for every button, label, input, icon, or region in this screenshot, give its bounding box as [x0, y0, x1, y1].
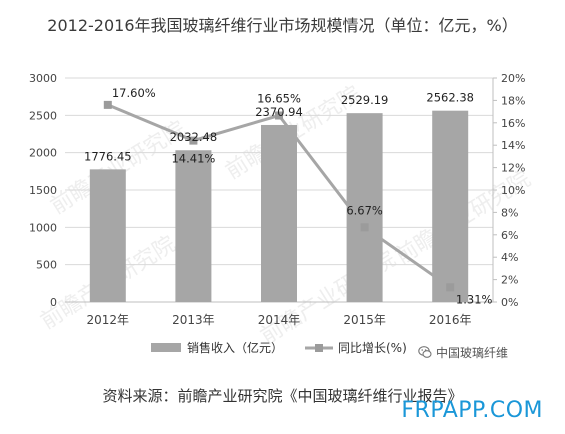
y-right-tick-label: 14%	[501, 139, 525, 152]
legend-swatch-bar	[151, 343, 181, 352]
y-left-tick-label: 2000	[29, 147, 57, 160]
bar	[89, 169, 126, 302]
chart-title: 2012-2016年我国玻璃纤维行业市场规模情况（单位：亿元，%）	[47, 16, 518, 35]
line-data-label: 6.67%	[346, 203, 383, 217]
wechat-icon	[418, 346, 432, 358]
y-right-tick-label: 16%	[501, 117, 525, 130]
line-data-label: 1.31%	[456, 292, 493, 306]
line-point	[189, 136, 198, 145]
y-right-tick-label: 6%	[501, 229, 518, 242]
bar-data-label: 2529.19	[341, 93, 389, 107]
wechat-badge: 中国玻璃纤维	[418, 344, 508, 361]
y-left-tick-label: 500	[36, 259, 57, 272]
bar-data-label: 1776.45	[84, 149, 132, 163]
line-data-label: 16.65%	[257, 92, 301, 106]
y-right-tick-label: 4%	[501, 251, 518, 264]
line-data-label: 14.41%	[171, 152, 215, 166]
bar	[261, 124, 297, 302]
site-watermark: FRPAPP.COM	[401, 398, 543, 423]
y-right-tick-label: 18%	[501, 94, 525, 107]
y-right-tick-label: 12%	[501, 162, 525, 175]
legend-label-line: 同比增长(%)	[338, 341, 407, 355]
line-data-label: 17.60%	[112, 86, 156, 100]
y-right-tick-label: 2%	[501, 274, 518, 287]
line-point	[360, 223, 369, 232]
y-right-tick-label: 0%	[501, 296, 518, 309]
badge-text: 中国玻璃纤维	[436, 346, 509, 360]
legend-swatch-marker	[315, 344, 323, 352]
legend-label-bar: 销售收入（亿元）	[187, 340, 283, 355]
x-tick-label: 2013年	[172, 313, 215, 327]
source-note: 资料来源：前瞻产业研究院《中国玻璃纤维行业报告》	[102, 387, 463, 405]
y-left-tick-label: 3000	[29, 72, 57, 85]
y-left-tick-label: 2500	[29, 109, 57, 122]
bar	[432, 110, 469, 302]
x-tick-label: 2015年	[343, 313, 386, 327]
line-point	[275, 111, 283, 120]
x-tick-label: 2012年	[87, 313, 130, 327]
x-tick-label: 2014年	[258, 313, 301, 327]
x-tick-label: 2016年	[429, 313, 472, 327]
y-left-tick-label: 0	[50, 296, 57, 309]
y-left-tick-label: 1500	[29, 184, 57, 197]
bar-data-label: 2032.48	[170, 130, 218, 144]
bar-data-label: 2370.94	[255, 105, 303, 119]
line-point	[103, 100, 112, 109]
bar	[346, 113, 383, 303]
bar-data-label: 2562.38	[426, 91, 474, 105]
line-point	[446, 283, 455, 292]
y-right-tick-label: 20%	[501, 72, 525, 85]
y-left-tick-label: 1000	[29, 221, 57, 234]
bar	[175, 150, 212, 302]
y-right-tick-label: 10%	[501, 184, 525, 197]
y-right-tick-label: 8%	[501, 206, 518, 219]
